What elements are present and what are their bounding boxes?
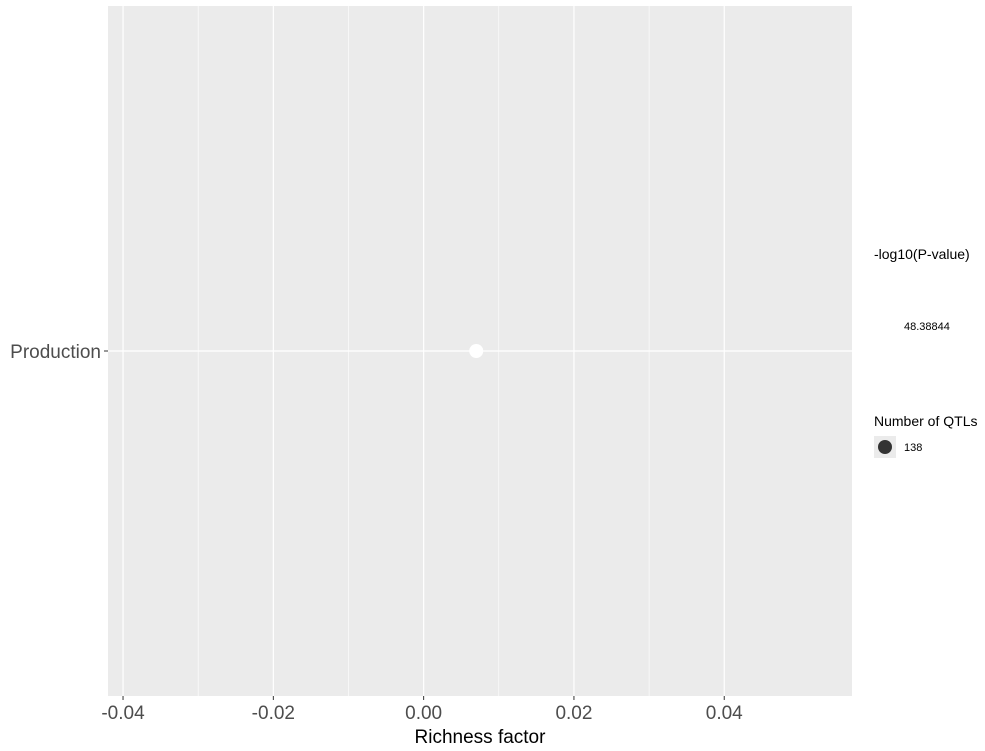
legend-size-title: Number of QTLs bbox=[874, 413, 977, 429]
legend-color-title: -log10(P-value) bbox=[874, 246, 970, 262]
x-axis-title: Richness factor bbox=[415, 727, 547, 748]
x-tick-label: -0.04 bbox=[101, 703, 145, 724]
x-tick-label: 0.02 bbox=[555, 703, 592, 724]
legend-color-label: 48.38844 bbox=[904, 321, 950, 333]
x-tick-label: 0.04 bbox=[706, 703, 743, 724]
x-tick-label: -0.02 bbox=[252, 703, 295, 724]
legend-size-label: 138 bbox=[904, 442, 922, 454]
legend-size-key bbox=[878, 440, 892, 454]
data-points bbox=[469, 344, 484, 358]
x-axis-ticks: -0.04 -0.02 0.00 0.02 0.04 bbox=[101, 696, 743, 724]
legend: -log10(P-value) 48.38844 Number of QTLs … bbox=[874, 246, 977, 458]
data-point bbox=[469, 344, 484, 358]
x-tick-label: 0.00 bbox=[405, 703, 442, 724]
y-tick-label: Production bbox=[10, 342, 101, 363]
y-axis-ticks: Production bbox=[10, 342, 108, 363]
